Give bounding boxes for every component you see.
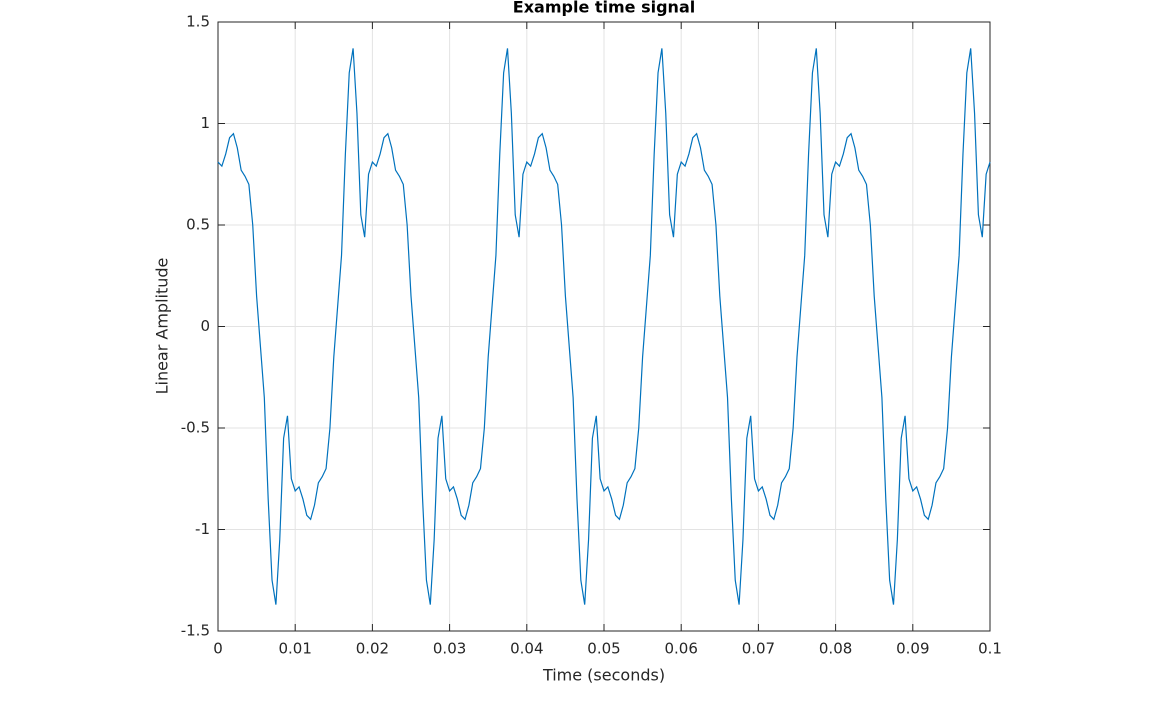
y-tick-label: -1	[195, 520, 210, 538]
x-tick-label: 0.05	[587, 640, 620, 658]
x-tick-label: 0.01	[278, 640, 311, 658]
x-tick-label: 0.08	[819, 640, 852, 658]
y-tick-label: 0	[200, 317, 210, 335]
y-tick-label: -0.5	[181, 419, 210, 437]
plot-frame	[217, 21, 991, 632]
y-tick-label: 1.5	[186, 13, 210, 31]
chart-title: Example time signal	[513, 0, 695, 17]
y-axis-label: Linear Amplitude	[153, 258, 172, 395]
x-tick-label: 0.03	[433, 640, 466, 658]
x-tick-label: 0.1	[978, 640, 1002, 658]
x-axis-label: Time (seconds)	[542, 666, 665, 685]
y-tick-label: -1.5	[181, 622, 210, 640]
y-tick-label: 1	[200, 114, 210, 132]
x-tick-label: 0	[213, 640, 223, 658]
x-tick-label: 0.06	[664, 640, 697, 658]
signal-line	[217, 48, 991, 605]
x-tick-label: 0.02	[356, 640, 389, 658]
x-tick-label: 0.07	[742, 640, 775, 658]
y-tick-label: 0.5	[186, 216, 210, 234]
x-tick-label: 0.04	[510, 640, 543, 658]
x-tick-label: 0.09	[896, 640, 929, 658]
